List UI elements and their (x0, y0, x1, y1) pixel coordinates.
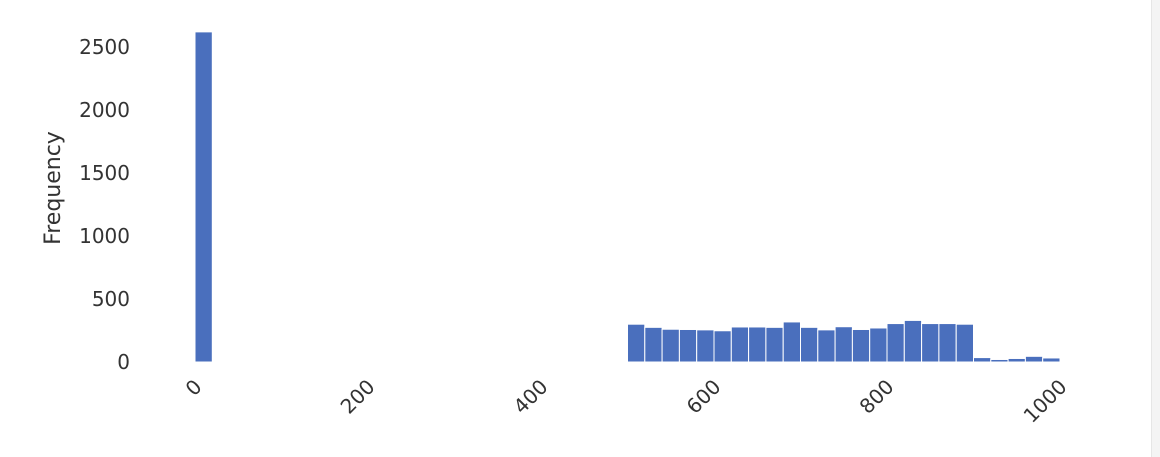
y-tick-label: 500 (92, 287, 130, 311)
histogram-bar (1007, 357, 1026, 363)
x-tick-label: 1000 (1019, 375, 1072, 428)
histogram-bar (955, 323, 975, 363)
histogram-bar (869, 327, 888, 363)
y-tick-label: 2000 (79, 98, 130, 122)
bars-group (194, 31, 1061, 363)
y-tick-label: 0 (117, 350, 130, 374)
histogram-bar (921, 323, 940, 363)
x-tick-label: 0 (181, 375, 207, 401)
histogram-bar (627, 323, 646, 363)
histogram-bar (696, 329, 715, 363)
histogram-bar (800, 326, 819, 363)
histogram-bar (1042, 357, 1061, 363)
histogram-bar (1024, 355, 1044, 363)
histogram-bar (903, 319, 923, 363)
histogram-bar (817, 329, 836, 363)
histogram-bar (765, 326, 784, 363)
window-edge (1151, 0, 1160, 457)
histogram-bar (730, 326, 750, 363)
histogram-bar (886, 323, 905, 363)
histogram-bar (834, 326, 853, 363)
y-axis-ticks: 0 500 1000 1500 2000 2500 (79, 35, 130, 374)
histogram-bar (661, 328, 680, 363)
histogram-bar (713, 330, 732, 363)
histogram-bar (938, 323, 957, 363)
y-tick-label: 2500 (79, 35, 130, 59)
histogram-bar (748, 326, 767, 363)
histogram-bar (678, 328, 698, 363)
x-tick-label: 800 (855, 375, 899, 419)
histogram-bar (782, 321, 802, 363)
y-tick-label: 1000 (79, 224, 130, 248)
x-tick-label: 400 (509, 375, 553, 419)
histogram-bar (644, 326, 663, 363)
histogram-bar (851, 328, 871, 363)
histogram-bar (990, 358, 1009, 363)
histogram-bar (194, 31, 213, 363)
x-axis-ticks: 0 200 400 600 800 1000 (181, 375, 1072, 428)
histogram-bar (973, 357, 992, 363)
x-tick-label: 200 (336, 375, 380, 419)
y-axis-label: Frequency (41, 131, 66, 245)
y-tick-label: 1500 (79, 161, 130, 185)
x-tick-label: 600 (682, 375, 726, 419)
